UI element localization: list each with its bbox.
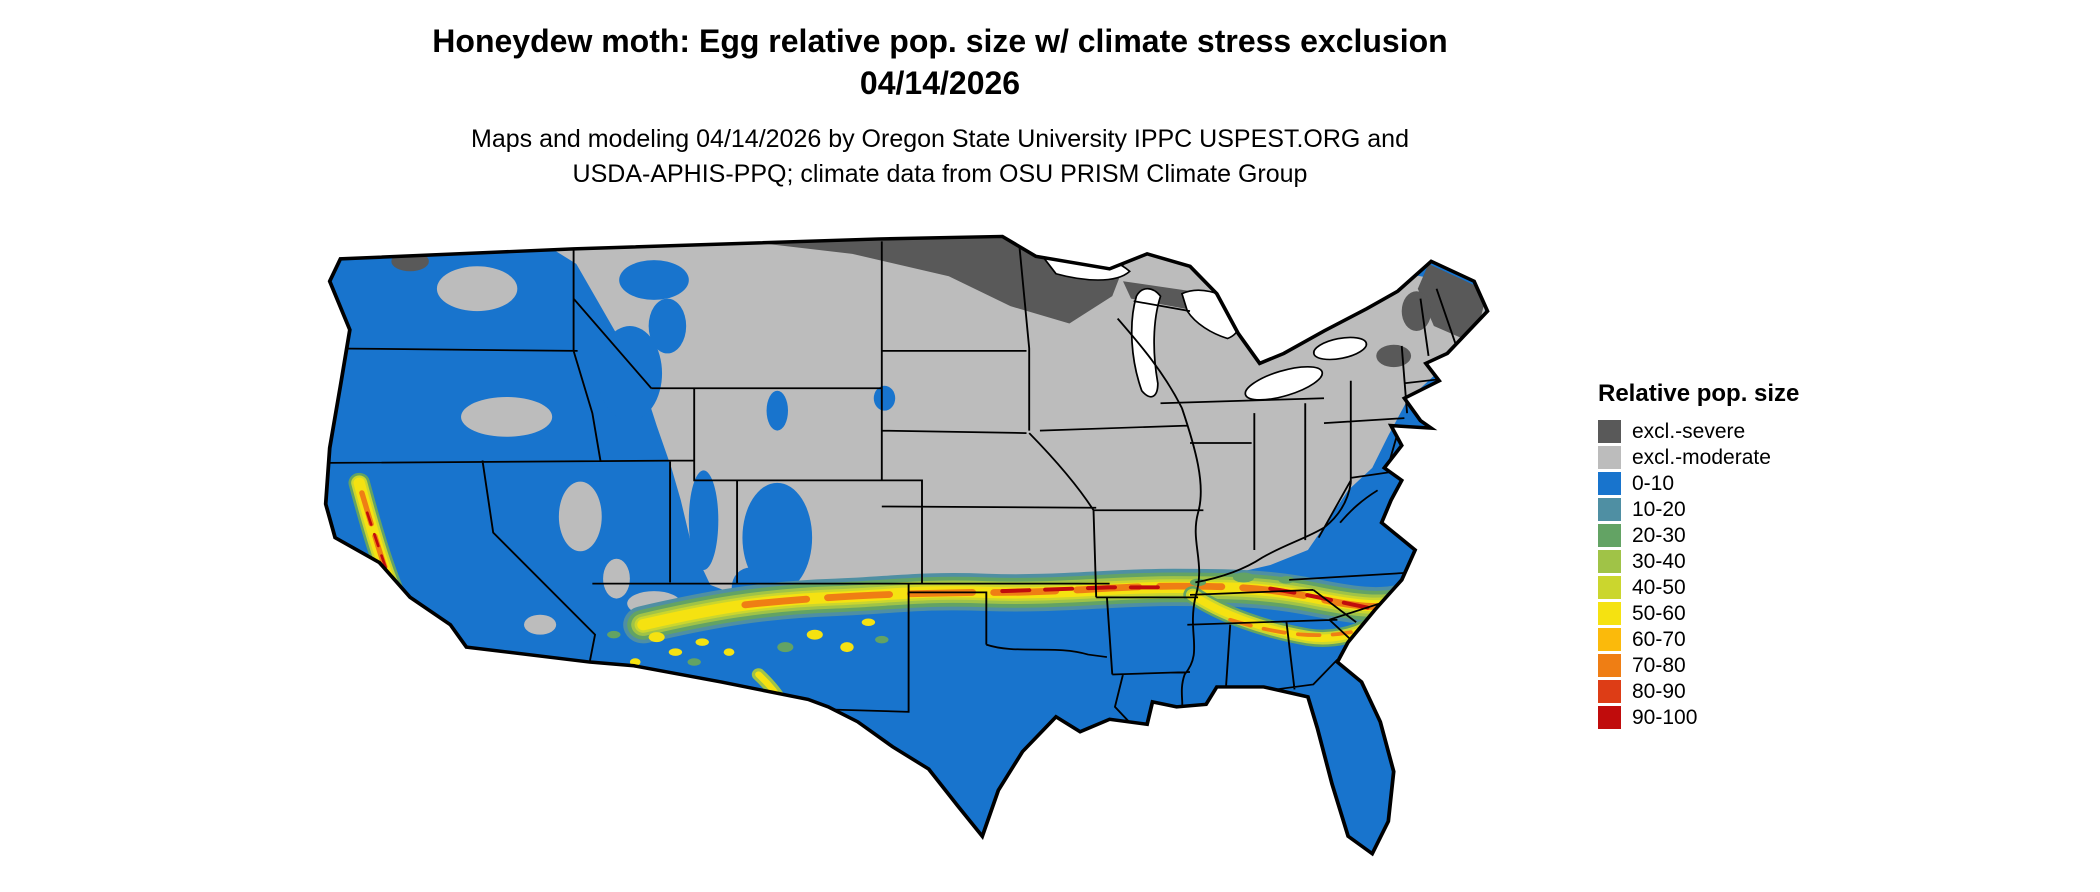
map-speckles-yellow (629, 618, 876, 666)
legend-swatch-30-40 (1598, 549, 1621, 573)
legend-item: 70-80 (1598, 652, 1799, 678)
legend-swatch-40-50 (1598, 575, 1621, 599)
map-title-block: Honeydew moth: Egg relative pop. size w/… (0, 20, 1880, 104)
legend-swatch-excl-severe (1598, 419, 1621, 443)
map-hotspot-florida (1248, 785, 1271, 850)
subtitle-line-1: Maps and modeling 04/14/2026 by Oregon S… (471, 125, 1409, 153)
legend-label: 10-20 (1632, 497, 1686, 521)
legend-label: 50-60 (1632, 601, 1686, 625)
legend-label: 0-10 (1632, 471, 1675, 495)
map-hotspot-south-texas (822, 776, 877, 842)
legend-label: 40-50 (1632, 575, 1686, 599)
legend-item: excl.-severe (1598, 418, 1799, 444)
legend-swatch-70-80 (1598, 653, 1621, 677)
map-subtitle-block: Maps and modeling 04/14/2026 by Oregon S… (0, 122, 1880, 191)
legend-label: 20-30 (1632, 523, 1686, 547)
page-title-date: 04/14/2026 (859, 65, 1021, 102)
legend-item: 0-10 (1598, 470, 1799, 496)
legend-label: excl.-moderate (1632, 445, 1771, 469)
subtitle-line-2: USDA-APHIS-PPQ; climate data from OSU PR… (572, 159, 1308, 188)
legend-item: 60-70 (1598, 626, 1799, 652)
map-blue-mountain-patches (597, 260, 896, 608)
map-region-excl-severe (391, 236, 1488, 368)
legend-swatch-10-20 (1598, 497, 1621, 521)
state-borders (327, 236, 1459, 728)
legend-swatch-0-10 (1598, 471, 1621, 495)
page-title: Honeydew moth: Egg relative pop. size w/… (432, 23, 1448, 59)
lake-michigan (1130, 287, 1162, 398)
legend-label: 70-80 (1632, 653, 1686, 677)
legend-label: excl.-severe (1632, 419, 1746, 443)
legend-label: 90-100 (1632, 705, 1698, 729)
legend-title: Relative pop. size (1598, 380, 1800, 407)
legend-item: 30-40 (1598, 548, 1799, 574)
legend-item: 10-20 (1598, 496, 1799, 522)
legend-item: 40-50 (1598, 574, 1799, 600)
legend-item: 90-100 (1598, 704, 1799, 730)
legend-swatch-20-30 (1598, 523, 1621, 547)
us-map (323, 234, 1490, 857)
legend-swatch-60-70 (1598, 627, 1621, 651)
legend-label: 80-90 (1632, 679, 1686, 703)
lake-ontario (1312, 336, 1368, 361)
legend-item: 20-30 (1598, 522, 1799, 548)
lake-erie (1244, 365, 1324, 401)
legend-item: excl.-moderate (1598, 444, 1799, 470)
map-fill-layers (325, 236, 1488, 854)
legend-item: 80-90 (1598, 678, 1799, 704)
us-outline (323, 234, 1490, 857)
legend-item: 50-60 (1598, 600, 1799, 626)
legend-label: 30-40 (1632, 549, 1686, 573)
legend-swatch-90-100 (1598, 705, 1621, 729)
map-legend: Relative pop. size excl.-severe excl.-mo… (1598, 380, 1799, 730)
legend-label: 60-70 (1632, 627, 1686, 651)
map-population-band-south (623, 568, 1433, 644)
legend-swatch-80-90 (1598, 679, 1621, 703)
legend-swatch-50-60 (1598, 601, 1621, 625)
us-map-container (252, 224, 1592, 892)
legend-swatch-excl-moderate (1598, 445, 1621, 469)
